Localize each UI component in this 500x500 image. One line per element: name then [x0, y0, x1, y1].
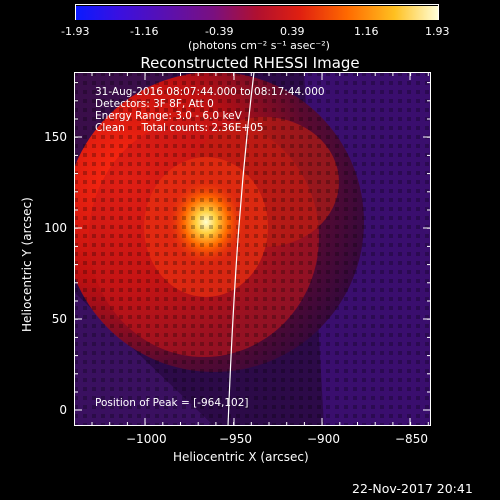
plot-title: Reconstructed RHESSI Image	[140, 54, 360, 72]
colorbar-tick-label: -1.93	[61, 25, 90, 38]
colorbar-tick-label: 1.16	[354, 25, 379, 38]
peak-position-text: Position of Peak = [-964,102]	[95, 397, 249, 409]
image-plot	[74, 72, 431, 426]
solar-limb-line	[227, 72, 255, 426]
footer-date: 22-Nov-2017 20:41	[352, 481, 473, 496]
y-tick-label: 0	[59, 403, 67, 417]
colorbar-gradient	[76, 6, 438, 20]
colorbar-unit: (photons cm⁻² s⁻¹ asec⁻²)	[188, 39, 330, 52]
colorbar	[75, 4, 439, 20]
y-axis-label: Heliocentric Y (arcsec)	[20, 197, 34, 332]
x-tick-label: −1000	[126, 432, 167, 446]
colorbar-tick-label: 1.93	[425, 25, 450, 38]
energy-range-text: Energy Range: 3.0 - 6.0 keV	[95, 110, 242, 122]
y-tick-label: 150	[44, 130, 67, 144]
time-range-text: 31-Aug-2016 08:07:44.000 to 08:17:44.000	[95, 86, 325, 98]
clean-counts-text: Clean Total counts: 2.36E+05	[95, 122, 264, 134]
colorbar-tick-label: 0.39	[280, 25, 305, 38]
colorbar-tick-label: -1.16	[130, 25, 159, 38]
x-tick-label: −950	[219, 432, 252, 446]
x-axis-label: Heliocentric X (arcsec)	[173, 450, 309, 464]
x-tick-label: −900	[307, 432, 340, 446]
x-tick-label: −850	[395, 432, 428, 446]
y-tick-label: 100	[44, 221, 67, 235]
detectors-text: Detectors: 3F 8F, Att 0	[95, 98, 214, 110]
plot-frame	[74, 72, 431, 426]
colorbar-tick-label: -0.39	[205, 25, 234, 38]
y-tick-label: 50	[51, 312, 67, 326]
